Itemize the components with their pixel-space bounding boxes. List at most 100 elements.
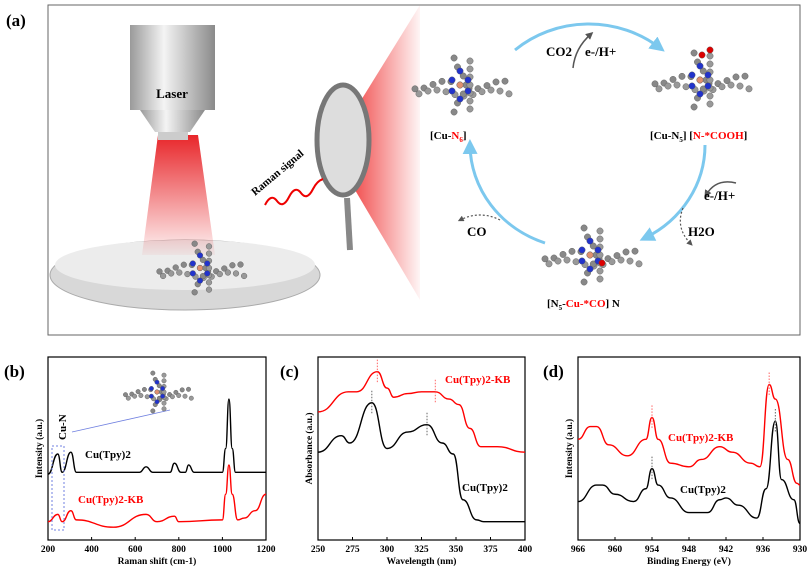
legend-label: Cu(Tpy)2 [462,482,508,494]
atom [596,267,604,275]
atom [690,49,698,57]
atom [424,87,432,95]
atom [196,277,204,284]
cu-n-box [51,445,65,531]
atom [123,392,128,398]
y-axis-label: Absorbance (a.u.) [304,412,315,484]
x-tick-label: 800 [172,545,187,555]
molecule-n5-cu-co [541,224,643,286]
atom [613,252,621,259]
h2o-label: H2O [688,224,715,239]
atom [241,272,248,280]
atom [736,82,744,90]
panel-d-label: (d) [543,362,564,381]
atom [135,389,141,395]
atom [160,393,166,399]
atom [168,270,175,277]
atom [727,81,735,89]
atom [176,269,183,276]
atom [191,240,198,247]
atom [466,97,474,105]
atom [466,105,474,113]
molecule-on-surface [156,240,248,296]
atom [450,108,458,116]
atom [568,247,576,255]
atom [586,265,594,273]
panel-a-label: (a) [6,11,26,30]
panel-a-frame [47,4,801,336]
atom [706,60,714,68]
x-tick-label: 300 [380,545,395,555]
legend-label: Cu(Tpy)2-KB [78,494,144,506]
atom [415,90,423,98]
atom [622,248,630,256]
atom [682,83,690,91]
atom [704,71,712,79]
atom [150,370,156,376]
co2-label: CO2 [546,44,572,59]
atom [433,86,441,94]
atom [718,83,726,91]
atom [541,255,549,263]
x-tick-label: 250 [311,545,326,555]
x-tick-label: 930 [793,545,808,555]
atom [161,406,167,412]
atom [161,400,167,406]
atom [706,92,714,100]
atom [188,395,194,401]
atom [696,90,704,98]
cycle-arrow-3 [462,139,546,245]
atom [232,270,240,277]
atom [578,246,586,254]
atom [578,257,586,265]
legend-label: Cu(Tpy)2 [680,484,726,496]
atom [706,100,714,108]
atom [596,235,604,243]
plot-frame [47,356,267,541]
atom [160,272,167,280]
atom [554,257,562,265]
x-axis-label: Raman shift (cm-1) [118,556,197,567]
atom [651,80,659,88]
atom [138,393,144,398]
atom [589,242,597,250]
atom [448,76,456,84]
atom [156,383,162,389]
chart-1: 250 275 300 325 350 375 400 Wavelength (nm) Abso… [304,356,533,567]
legend-label: Cu(Tpy)2-KB [668,432,734,444]
atom [505,90,513,98]
x-tick-label: 375 [483,545,498,555]
atom [706,46,714,54]
atom [696,62,704,70]
atom [596,275,604,283]
co-label: CO [467,224,487,239]
atom [559,251,567,258]
atom [732,73,740,81]
atom [723,77,731,84]
atom [688,71,696,79]
atom [464,87,472,95]
atom [448,87,456,95]
atom [635,260,643,268]
atom [442,88,450,96]
atom [169,394,175,400]
atom [626,257,634,265]
atom [741,72,749,80]
atom [154,399,160,405]
atom [205,279,213,286]
atom [450,54,458,62]
atom [596,227,604,235]
atom [154,389,160,395]
atom [160,386,166,391]
atom [563,256,571,264]
x-tick-label: 600 [128,545,143,555]
atom [125,395,131,401]
state-cu-n5-cooh: [Cu-N5] [N-*COOH] [650,130,747,144]
atom [411,85,419,93]
atom [456,81,464,89]
atom [745,85,753,93]
x-tick-label: 400 [518,545,533,555]
chart-2: 966 960 954 948 942 936 930 Binding Energy (eV)… [564,356,808,567]
atom [501,77,509,85]
atom [161,372,167,378]
